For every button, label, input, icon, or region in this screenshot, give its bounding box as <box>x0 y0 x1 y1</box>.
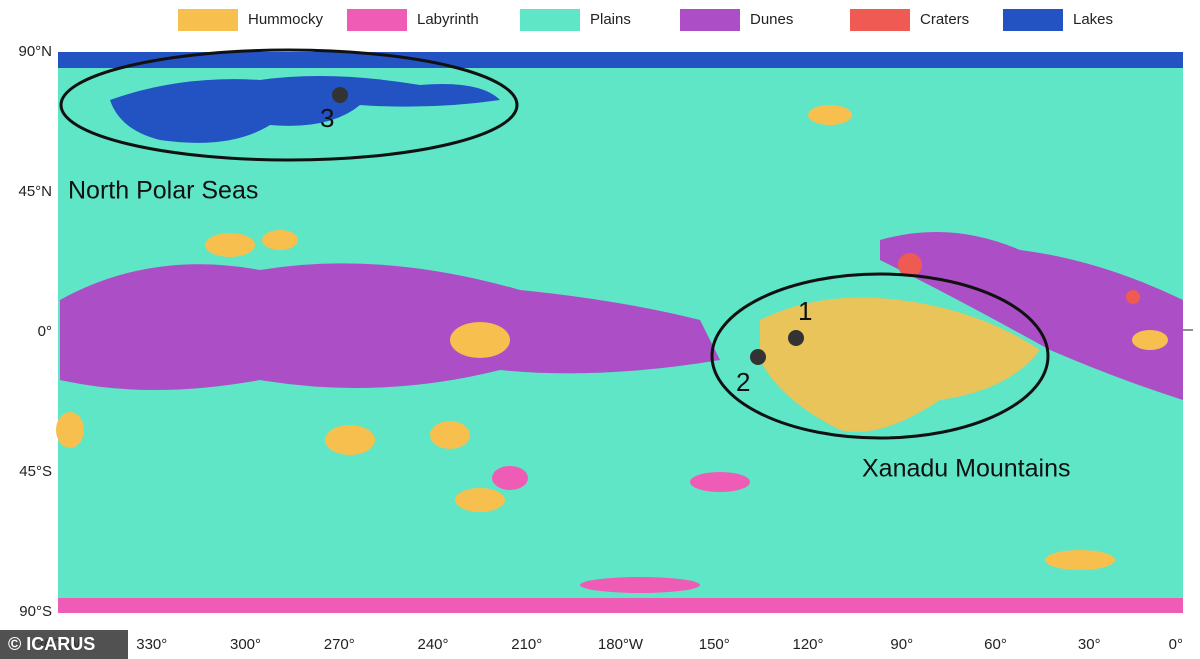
region-outline <box>710 272 1050 440</box>
legend-label: Hummocky <box>248 11 324 28</box>
craters <box>898 253 1140 304</box>
legend-swatch <box>850 9 910 31</box>
map <box>56 48 1183 613</box>
hummocky <box>56 105 1168 570</box>
legend-swatch <box>1003 9 1063 31</box>
longitude-label: 0° <box>1169 636 1183 653</box>
site-marker <box>788 330 804 346</box>
longitude-label: 210° <box>511 636 542 653</box>
legend-swatch <box>520 9 580 31</box>
region-label: North Polar Seas <box>68 177 258 205</box>
longitude-label: 90° <box>890 636 913 653</box>
site-marker <box>750 349 766 365</box>
legend-label: Labyrinth <box>417 11 479 28</box>
longitude-label: 300° <box>230 636 261 653</box>
site-label: 1 <box>798 296 812 326</box>
dunes <box>60 232 1183 400</box>
legend: Hummocky Labyrinth Plains Dunes Craters Lakes <box>178 9 1113 31</box>
latitude-label: 90°S <box>19 603 52 620</box>
labyrinth <box>58 466 1183 613</box>
legend-label: Craters <box>920 11 969 28</box>
longitude-label: 120° <box>792 636 823 653</box>
latitude-label: 45°N <box>18 183 52 200</box>
longitude-label: 240° <box>417 636 448 653</box>
legend-label: Dunes <box>750 11 793 28</box>
latitude-label: 0° <box>38 323 52 340</box>
lakes <box>58 52 1183 143</box>
legend-swatch <box>680 9 740 31</box>
longitude-label: 330° <box>136 636 167 653</box>
longitude-label: 180°W <box>598 636 644 653</box>
region-outline <box>59 48 519 162</box>
legend-label: Plains <box>590 11 631 28</box>
credit-box <box>0 630 128 659</box>
credit: © ICARUS <box>8 634 95 654</box>
latitude-label: 90°N <box>18 43 52 60</box>
longitude-label: 30° <box>1078 636 1101 653</box>
longitude-label: 60° <box>984 636 1007 653</box>
longitude-label: 150° <box>699 636 730 653</box>
longitude-label: 270° <box>324 636 355 653</box>
legend-label: Lakes <box>1073 11 1113 28</box>
site-marker <box>332 87 348 103</box>
site-label: 3 <box>320 103 334 133</box>
latitude-label: 45°S <box>19 463 52 480</box>
site-label: 2 <box>736 367 750 397</box>
region-label: Xanadu Mountains <box>862 455 1070 483</box>
legend-swatch <box>178 9 238 31</box>
legend-swatch <box>347 9 407 31</box>
